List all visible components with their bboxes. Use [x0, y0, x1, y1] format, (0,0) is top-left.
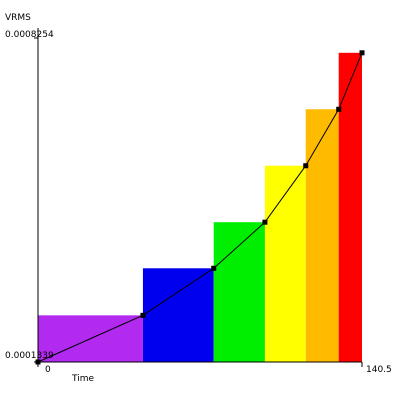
- bars-layer: [38, 52, 362, 363]
- y-axis-label: VRMS: [5, 13, 31, 23]
- y-max-label: 0.0008254: [5, 30, 54, 40]
- y-min-label: 0.0001339: [5, 351, 54, 361]
- line-point-2: [140, 312, 146, 318]
- x-max-label: 140.5: [366, 365, 392, 375]
- x-min-label: 0: [45, 365, 51, 375]
- line-point-4: [262, 219, 268, 225]
- bar-3: [213, 222, 265, 362]
- bar-6: [338, 52, 362, 363]
- bar-4: [264, 165, 306, 362]
- x-axis-label: Time: [71, 374, 94, 384]
- line-point-3: [211, 265, 217, 271]
- bar-2: [142, 268, 214, 362]
- line-point-7: [359, 50, 365, 56]
- line-point-6: [336, 106, 342, 112]
- line-point-5: [303, 163, 309, 169]
- bar-5: [305, 109, 339, 362]
